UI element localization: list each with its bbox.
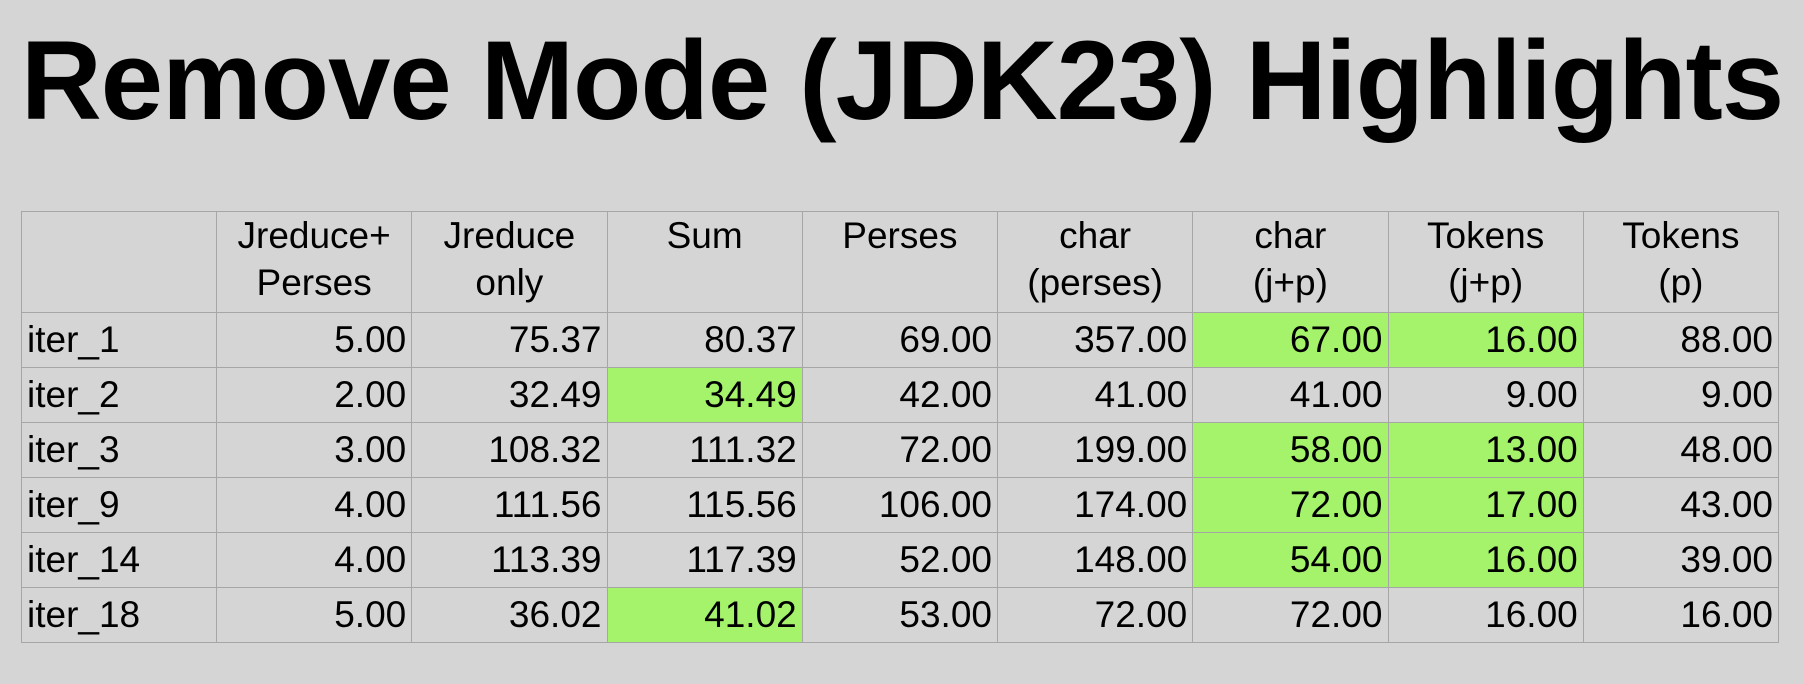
cell-jreduce-only: 111.56 <box>411 477 608 533</box>
cell-sum: 80.37 <box>606 312 803 368</box>
cell-perses: 52.00 <box>801 532 999 588</box>
row-label: iter_3 <box>21 422 217 478</box>
cell-sum: 117.39 <box>606 532 803 588</box>
cell-tokens-jp: 16.00 <box>1387 312 1584 368</box>
cell-char-jp: 67.00 <box>1192 312 1389 368</box>
cell-tokens-jp: 16.00 <box>1387 532 1584 588</box>
cell-perses: 69.00 <box>801 312 999 368</box>
column-header-jreduce-perses: Jreduce+ Perses <box>215 211 413 313</box>
cell-char-jp: 54.00 <box>1192 532 1389 588</box>
cell-tokens-p: 16.00 <box>1582 587 1780 643</box>
cell-char-jp: 41.00 <box>1192 367 1389 423</box>
cell-perses: 53.00 <box>801 587 999 643</box>
cell-jreduce-perses: 5.00 <box>215 587 413 643</box>
table-body: iter_1 5.00 75.37 80.37 69.00 357.00 67.00 16.0… <box>21 312 1780 643</box>
header-line-1: Sum <box>666 215 743 256</box>
cell-char-perses: 199.00 <box>996 422 1194 478</box>
header-line-2: (p) <box>1658 262 1704 303</box>
table-row: iter_3 3.00 108.32 111.32 72.00 199.00 58.00 13… <box>21 422 1780 478</box>
header-row: Jreduce+ Perses Jreduce only Sum Perses … <box>21 211 1780 313</box>
cell-jreduce-only: 113.39 <box>411 532 608 588</box>
cell-tokens-p: 39.00 <box>1582 532 1780 588</box>
column-header-jreduce-only: Jreduce only <box>411 211 608 313</box>
header-line-1: Perses <box>842 215 958 256</box>
column-header-sum: Sum <box>606 211 803 313</box>
cell-jreduce-perses: 5.00 <box>215 312 413 368</box>
cell-jreduce-only: 108.32 <box>411 422 608 478</box>
table-row: iter_18 5.00 36.02 41.02 53.00 72.00 72.00 16.0… <box>21 587 1780 643</box>
cell-perses: 42.00 <box>801 367 999 423</box>
column-header-perses: Perses <box>801 211 999 313</box>
cell-jreduce-perses: 2.00 <box>215 367 413 423</box>
cell-sum: 34.49 <box>606 367 803 423</box>
column-header-tokens-jp: Tokens (j+p) <box>1387 211 1584 313</box>
cell-tokens-jp: 16.00 <box>1387 587 1584 643</box>
cell-char-jp: 72.00 <box>1192 477 1389 533</box>
cell-tokens-jp: 9.00 <box>1387 367 1584 423</box>
cell-char-jp: 72.00 <box>1192 587 1389 643</box>
header-line-2: (j+p) <box>1448 262 1524 303</box>
cell-char-perses: 41.00 <box>996 367 1194 423</box>
cell-tokens-p: 48.00 <box>1582 422 1780 478</box>
column-header-tokens-p: Tokens (p) <box>1582 211 1780 313</box>
page-title: Remove Mode (JDK23) Highlights <box>20 18 1784 143</box>
cell-char-perses: 174.00 <box>996 477 1194 533</box>
cell-perses: 106.00 <box>801 477 999 533</box>
row-label: iter_18 <box>21 587 217 643</box>
cell-char-perses: 357.00 <box>996 312 1194 368</box>
cell-jreduce-perses: 4.00 <box>215 532 413 588</box>
header-line-2: only <box>475 262 544 303</box>
cell-char-jp: 58.00 <box>1192 422 1389 478</box>
column-header-char-jp: char (j+p) <box>1192 211 1389 313</box>
cell-char-perses: 148.00 <box>996 532 1194 588</box>
cell-jreduce-perses: 3.00 <box>215 422 413 478</box>
table-row: iter_1 5.00 75.37 80.37 69.00 357.00 67.00 16.0… <box>21 312 1780 368</box>
cell-tokens-jp: 17.00 <box>1387 477 1584 533</box>
row-label: iter_1 <box>21 312 217 368</box>
row-label: iter_2 <box>21 367 217 423</box>
cell-sum: 111.32 <box>606 422 803 478</box>
header-line-2: Perses <box>256 262 372 303</box>
row-label: iter_9 <box>21 477 217 533</box>
row-label: iter_14 <box>21 532 217 588</box>
header-line-1: Tokens <box>1427 215 1545 256</box>
cell-tokens-p: 9.00 <box>1582 367 1780 423</box>
column-header-char-perses: char (perses) <box>996 211 1194 313</box>
cell-jreduce-only: 36.02 <box>411 587 608 643</box>
cell-perses: 72.00 <box>801 422 999 478</box>
highlights-table: Jreduce+ Perses Jreduce only Sum Perses … <box>21 211 1780 643</box>
table-row: iter_14 4.00 113.39 117.39 52.00 148.00 54.00 1… <box>21 532 1780 588</box>
cell-tokens-jp: 13.00 <box>1387 422 1584 478</box>
cell-jreduce-perses: 4.00 <box>215 477 413 533</box>
table-row: iter_9 4.00 111.56 115.56 106.00 174.00 72.00 1… <box>21 477 1780 533</box>
header-line-1: char <box>1254 215 1327 256</box>
cell-tokens-p: 43.00 <box>1582 477 1780 533</box>
cell-sum: 115.56 <box>606 477 803 533</box>
header-line-1: Jreduce <box>443 215 576 256</box>
table-row: iter_2 2.00 32.49 34.49 42.00 41.00 41.00 9.00 9… <box>21 367 1780 423</box>
cell-jreduce-only: 75.37 <box>411 312 608 368</box>
header-line-2: (perses) <box>1027 262 1163 303</box>
header-line-1: char <box>1059 215 1132 256</box>
header-line-1: Jreduce+ <box>237 215 391 256</box>
cell-char-perses: 72.00 <box>996 587 1194 643</box>
header-line-1: Tokens <box>1622 215 1740 256</box>
cell-jreduce-only: 32.49 <box>411 367 608 423</box>
column-header-corner <box>21 211 217 313</box>
header-line-2: (j+p) <box>1252 262 1328 303</box>
cell-tokens-p: 88.00 <box>1582 312 1780 368</box>
cell-sum: 41.02 <box>606 587 803 643</box>
